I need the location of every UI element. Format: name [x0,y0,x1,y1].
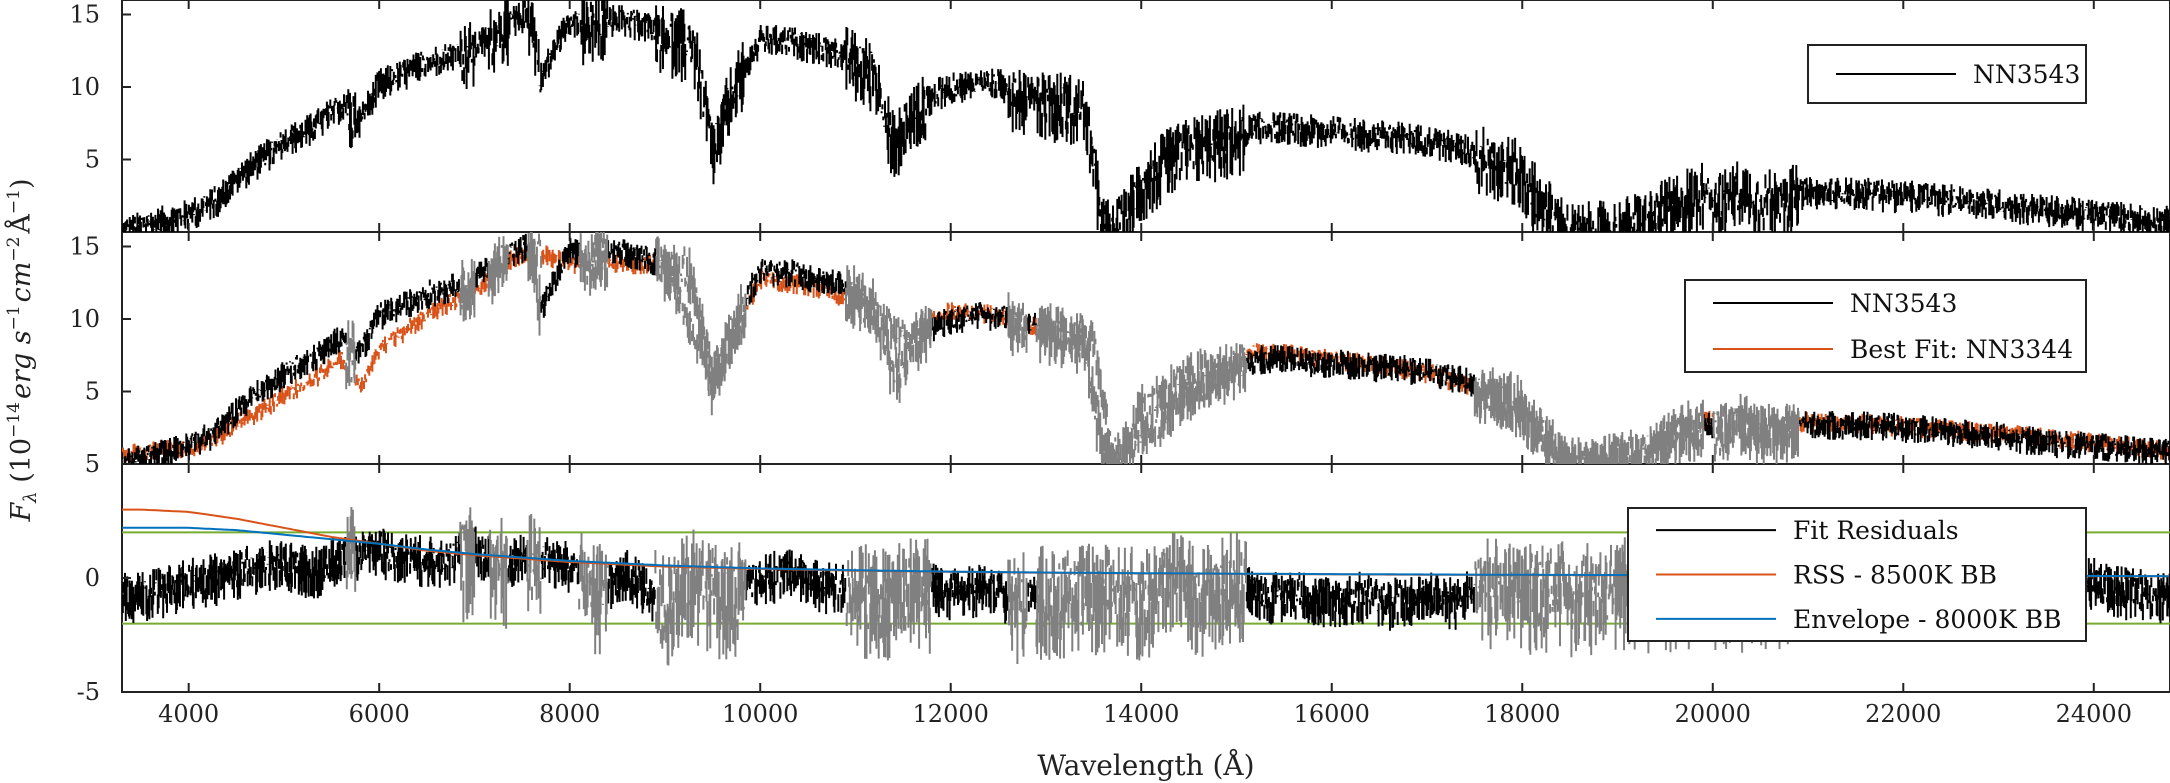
y-axis-label: Fλ (10−14erg s−1cm−2Å−1) [4,178,41,522]
top-y-tick-label: 10 [69,73,100,101]
middle-legend-label-1: Best Fit: NN3344 [1850,335,2073,364]
x-axis-label: Wavelength (Å) [1037,749,1254,782]
masked-telluric-middle [345,232,1800,464]
x-tick-label: 12000 [913,700,989,728]
top-y-tick-label: 5 [85,146,100,174]
x-tick-label: 22000 [1865,700,1941,728]
middle-legend-box [1684,279,2087,373]
middle-y-tick-label: 15 [69,233,100,261]
bottom-legend: Fit Residuals RSS - 8500K BB Envelope - 80… [1627,507,2087,642]
bottom-y-tick-label: 0 [85,564,100,592]
x-tick-label: 18000 [1484,700,1560,728]
bottom-legend-label-1: RSS - 8500K BB [1793,561,1997,590]
x-tick-label: 16000 [1294,700,1370,728]
bottom-legend-label-0: Fit Residuals [1793,516,1959,545]
middle-y-tick-label: 5 [85,378,100,406]
series-line-nn3543-top [122,0,2170,232]
top-panel-plot [122,0,2170,232]
x-tick-label: 14000 [1103,700,1179,728]
middle-legend-label-0: NN3543 [1850,289,1957,318]
middle-y-tick-label: 10 [69,305,100,333]
middle-legend: NN3543 Best Fit: NN3344 [1684,279,2087,373]
tick-layer: 5 10 15 5 10 15 -5 0 5 4000 6000 8000 10000 12000 1400… [69,0,2132,728]
x-tick-label: 24000 [2056,700,2132,728]
middle-panel-plot [122,232,2170,464]
x-tick-label: 8000 [539,700,600,728]
series-line-nn3543-middle [122,233,2170,464]
bottom-legend-label-2: Envelope - 8000K BB [1793,605,2061,634]
x-tick-label: 6000 [349,700,410,728]
bottom-y-tick-label: -5 [77,678,100,706]
bottom-y-tick-label: 5 [85,450,100,478]
masked-telluric-residuals [345,507,1800,666]
top-legend: NN3543 [1807,44,2087,104]
top-legend-label-0: NN3543 [1973,60,2080,89]
legend-layer: NN3543 NN3543 Best Fit: NN3344 Fit Residual… [1627,44,2087,642]
x-tick-label: 10000 [722,700,798,728]
top-y-tick-label: 15 [69,1,100,29]
x-tick-label: 4000 [158,700,219,728]
x-tick-label: 20000 [1675,700,1751,728]
